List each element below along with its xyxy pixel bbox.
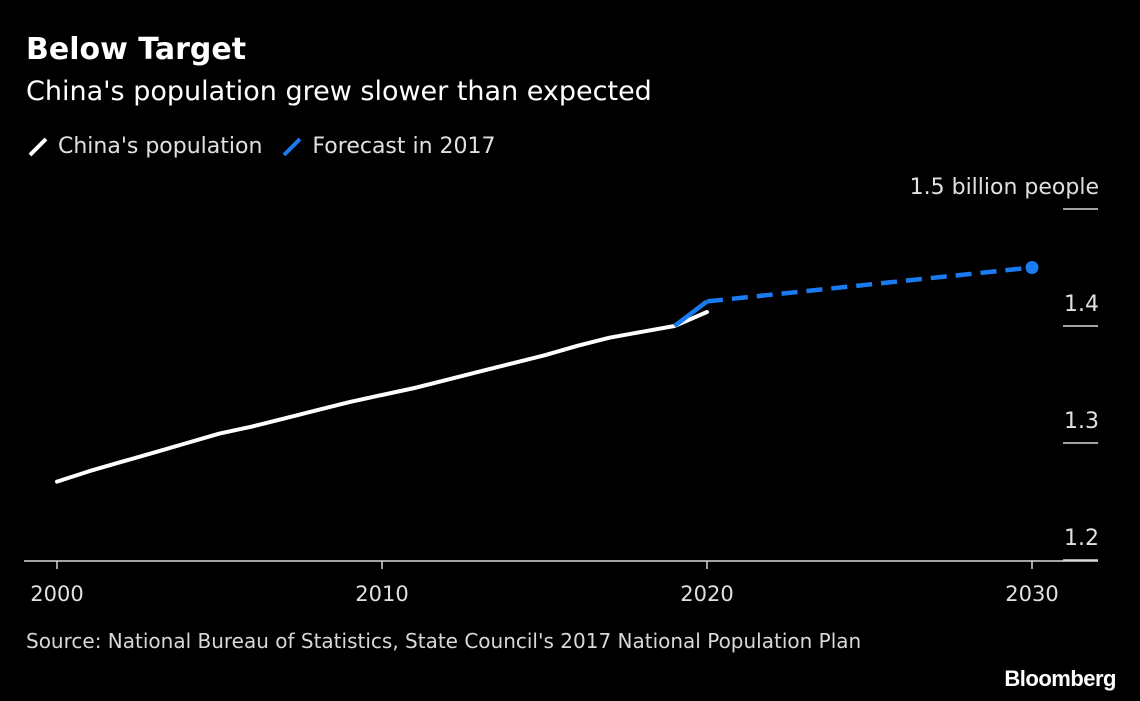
legend-item-population: China's population xyxy=(26,133,262,159)
forecast-end-marker xyxy=(1025,261,1039,274)
x-tick-label-2010: 2010 xyxy=(355,582,408,606)
y-tick-label-3: 1.5 billion people xyxy=(910,175,1099,200)
legend-swatch-forecast xyxy=(283,137,302,157)
x-tick-label-2000: 2000 xyxy=(30,582,83,606)
series-line-forecast-dashed xyxy=(706,265,1033,304)
source-note: Source: National Bureau of Statistics, S… xyxy=(26,629,862,653)
series-line-china-population xyxy=(55,310,709,484)
legend-label-forecast: Forecast in 2017 xyxy=(312,133,496,159)
chart-title: Below Target xyxy=(26,32,247,67)
legend: China's population Forecast in 2017 xyxy=(26,133,514,159)
y-tick-label-1: 1.3 xyxy=(1064,409,1099,434)
series-line-forecast-solid xyxy=(673,299,709,328)
bloomberg-logo: Bloomberg xyxy=(1004,666,1116,691)
legend-item-forecast: Forecast in 2017 xyxy=(280,133,496,159)
legend-swatch-population xyxy=(28,137,48,157)
x-tick-label-2020: 2020 xyxy=(680,582,733,606)
x-tick-label-2030: 2030 xyxy=(1005,582,1058,606)
y-tick-label-2: 1.4 xyxy=(1064,292,1099,317)
legend-label-population: China's population xyxy=(58,133,263,159)
y-tick-label-0: 1.2 xyxy=(1064,526,1099,551)
chart-subtitle: China's population grew slower than expe… xyxy=(26,76,652,107)
